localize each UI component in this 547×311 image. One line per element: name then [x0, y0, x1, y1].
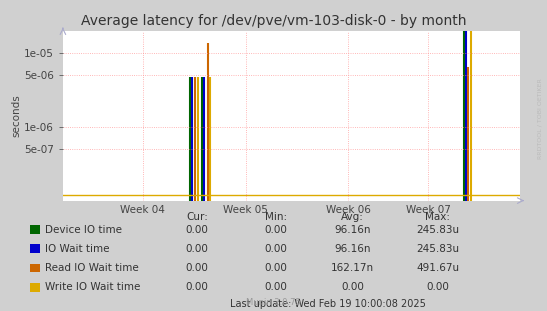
Text: 0.00: 0.00	[185, 244, 208, 254]
Text: Last update: Wed Feb 19 10:00:08 2025: Last update: Wed Feb 19 10:00:08 2025	[230, 299, 426, 309]
Text: 0.00: 0.00	[265, 244, 288, 254]
Text: 162.17n: 162.17n	[331, 263, 374, 273]
Text: 0.00: 0.00	[185, 225, 208, 234]
Text: RRDTOOL / TOBI OETIKER: RRDTOOL / TOBI OETIKER	[538, 78, 543, 159]
Text: Write IO Wait time: Write IO Wait time	[45, 282, 140, 292]
Text: 0.00: 0.00	[265, 282, 288, 292]
Text: Avg:: Avg:	[341, 212, 364, 222]
Text: 0.00: 0.00	[426, 282, 449, 292]
Text: Min:: Min:	[265, 212, 287, 222]
Text: Device IO time: Device IO time	[45, 225, 122, 234]
Text: Read IO Wait time: Read IO Wait time	[45, 263, 138, 273]
Text: Max:: Max:	[425, 212, 450, 222]
Y-axis label: seconds: seconds	[11, 95, 21, 137]
Text: Cur:: Cur:	[186, 212, 208, 222]
Text: Munin 2.0.75: Munin 2.0.75	[246, 298, 301, 307]
Text: 96.16n: 96.16n	[335, 244, 371, 254]
Text: 0.00: 0.00	[265, 225, 288, 234]
Text: 96.16n: 96.16n	[335, 225, 371, 234]
Text: 245.83u: 245.83u	[416, 225, 459, 234]
Text: Average latency for /dev/pve/vm-103-disk-0 - by month: Average latency for /dev/pve/vm-103-disk…	[81, 14, 466, 28]
Text: 0.00: 0.00	[185, 282, 208, 292]
Text: 245.83u: 245.83u	[416, 244, 459, 254]
Text: 0.00: 0.00	[265, 263, 288, 273]
Text: 0.00: 0.00	[341, 282, 364, 292]
Text: IO Wait time: IO Wait time	[45, 244, 109, 254]
Text: 0.00: 0.00	[185, 263, 208, 273]
Text: 491.67u: 491.67u	[416, 263, 459, 273]
